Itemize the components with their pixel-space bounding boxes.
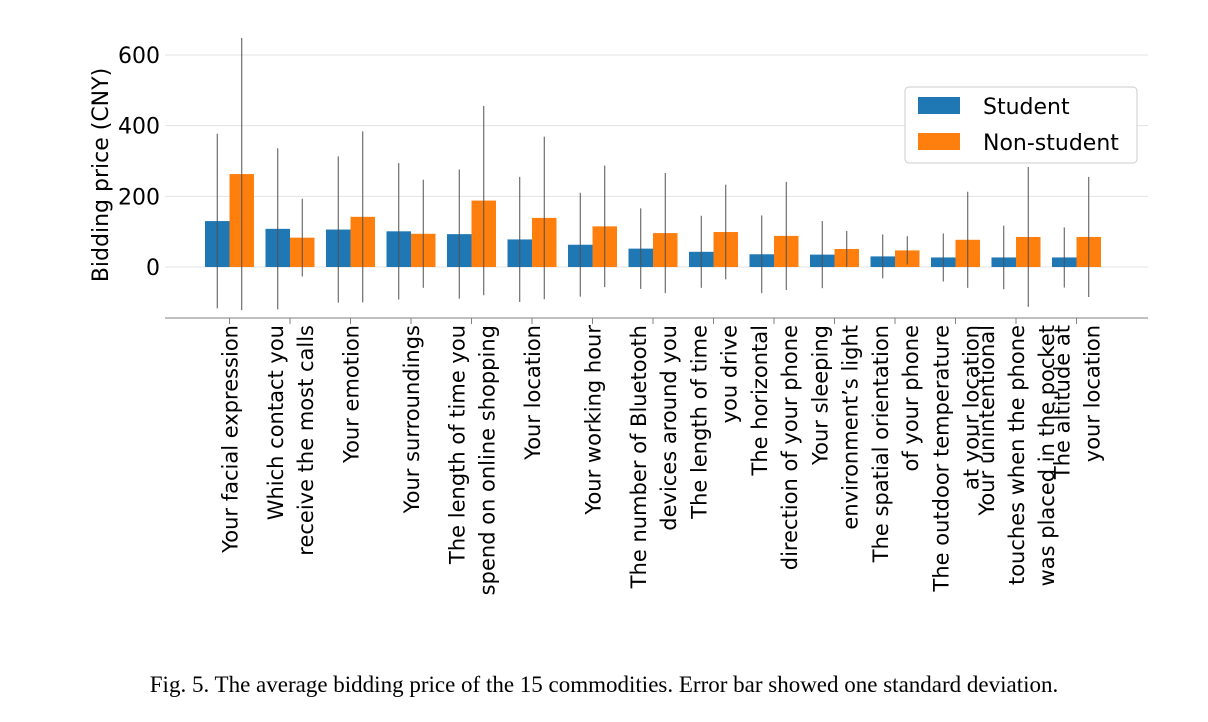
y-axis-label: Bidding price (CNY) [89,68,114,282]
legend-swatch-non-student [918,133,960,150]
x-tick-label: The horizontal direction of your phone [748,325,802,570]
x-tick-label-line: Your sleeping [809,325,833,466]
y-tick-label: 400 [118,115,160,140]
x-tick-label: Your location [521,325,545,461]
x-tick-label: The spatial orientation of your phone [869,325,923,563]
y-tick-label: 0 [146,256,160,281]
x-tick-label-line: The spatial orientation [869,325,893,563]
x-tick-label: Your facial expression [219,325,243,554]
x-tick-label-line: spend on online shopping [476,325,500,595]
x-tick-label: Your emotion [340,325,364,464]
x-tick-label-line: The length of time you [446,325,470,565]
x-tick-label-line: Which contact you [264,325,288,520]
x-tick-label-line: of your phone [899,325,923,472]
x-tick-label-line: you drive [718,325,742,423]
x-tick-label-line: The outdoor temperature [930,325,954,592]
x-tick-label-line: The altitude at [1051,325,1075,480]
legend-label-non-student: Non-student [983,131,1119,156]
x-tick-label-line: Your surroundings [400,325,424,514]
x-tick-label-line: your location [1081,325,1105,462]
x-tick-label-line: Your emotion [340,325,364,464]
x-tick-label-line: Your location [521,325,545,461]
legend-label-student: Student [983,95,1070,120]
y-tick-label: 600 [118,44,160,69]
error-bars [216,38,1090,311]
bars [205,174,1101,267]
x-tick-label: The length of time you spend on online sh… [446,325,500,595]
x-tick-label-line: Your unintentional [975,325,999,517]
x-tick-label-line: receive the most calls [294,325,318,556]
x-tick-label: Your surroundings [400,325,424,514]
x-tick-label-line: environment’s light [839,325,863,530]
x-tick-label: The number of Bluetooth devices around yo… [627,325,681,589]
x-tick-label-line: direction of your phone [778,325,802,570]
legend-swatch-student [918,97,960,114]
x-tick-label-line: Your facial expression [219,325,243,554]
x-tick-label-line: The length of time [688,325,712,520]
x-tick-labels: Your facial expression Which contact you r… [219,318,1105,595]
x-tick-label-line: touches when the phone [1005,325,1029,585]
x-tick-label: Your sleeping environment’s light [809,325,863,530]
x-tick-label-line: devices around you [657,325,681,531]
y-tick-label: 200 [118,185,160,210]
x-tick-label: The altitude at your location [1051,325,1105,480]
y-tick-labels: 0 200 400 600 [118,44,160,281]
legend-frame [904,86,1138,164]
legend: Student Non-student [904,86,1138,164]
x-tick-label: The length of time you drive [688,325,742,520]
x-tick-label: Your unintentional touches when the phone… [975,325,1059,586]
x-tick-label-line: was placed in the pocket [1035,325,1059,586]
x-tick-label: The outdoor temperature at your location [930,325,984,592]
x-tick-label-line: The horizontal [748,325,772,476]
figure-caption: Fig. 5. The average bidding price of the… [149,672,1059,697]
x-tick-label-line: Your working hour [582,325,606,516]
x-tick-label-line: The number of Bluetooth [627,325,651,589]
x-tick-label-line: at your location [960,325,984,490]
x-tick-label: Your working hour [582,325,606,516]
x-tick-label: Which contact you receive the most calls [264,325,318,556]
